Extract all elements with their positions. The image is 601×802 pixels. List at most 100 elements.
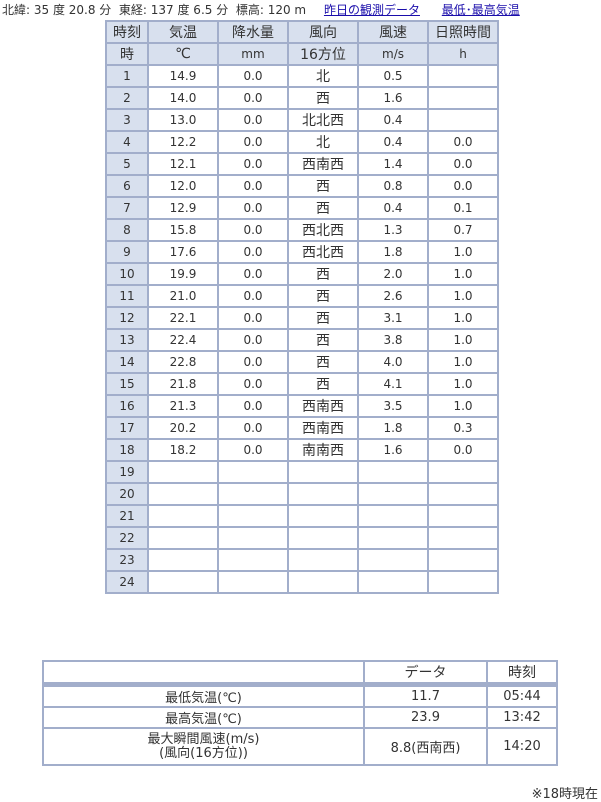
cell-precipitation <box>217 482 289 506</box>
cell-wind-direction: 南南西 <box>287 438 359 462</box>
min-max-temp-link[interactable]: 最低･最高気温 <box>441 3 520 17</box>
cell-wind-speed: 3.8 <box>357 328 429 352</box>
cell-precipitation: 0.0 <box>217 328 289 352</box>
cell-sunshine: 1.0 <box>427 394 499 418</box>
cell-wind-speed: 1.4 <box>357 152 429 176</box>
cell-temperature: 21.8 <box>147 372 219 396</box>
cell-wind-speed: 0.4 <box>357 108 429 132</box>
cell-wind-speed <box>357 548 429 572</box>
cell-sunshine <box>427 570 499 594</box>
cell-wind-speed: 3.1 <box>357 306 429 330</box>
cell-wind-speed: 2.6 <box>357 284 429 308</box>
cell-wind-direction: 西 <box>287 306 359 330</box>
summary-label-line2: (風向(16方位)) <box>159 745 248 761</box>
cell-precipitation: 0.0 <box>217 218 289 242</box>
cell-hour: 10 <box>105 262 149 286</box>
summary-time: 13:42 <box>486 706 558 729</box>
cell-hour: 17 <box>105 416 149 440</box>
cell-precipitation <box>217 504 289 528</box>
cell-temperature: 22.8 <box>147 350 219 374</box>
cell-hour: 21 <box>105 504 149 528</box>
cell-temperature: 12.0 <box>147 174 219 198</box>
summary-label-line: 最高気温(℃) <box>165 712 242 727</box>
cell-temperature: 22.1 <box>147 306 219 330</box>
summary-label: 最大瞬間風速(m/s) (風向(16方位)) <box>42 727 365 766</box>
header-wind-speed: 風速 <box>357 20 429 44</box>
cell-temperature: 14.9 <box>147 64 219 88</box>
unit-wind-direction: 16方位 <box>287 42 359 66</box>
summary-row: 最高気温(℃) 23.9 13:42 <box>42 706 558 729</box>
cell-hour: 20 <box>105 482 149 506</box>
table-row: 13 22.4 0.0 西 3.8 1.0 <box>105 328 499 352</box>
cell-hour: 4 <box>105 130 149 154</box>
table-row: 1 14.9 0.0 北 0.5 <box>105 64 499 88</box>
cell-precipitation: 0.0 <box>217 64 289 88</box>
cell-wind-speed <box>357 460 429 484</box>
cell-sunshine <box>427 526 499 550</box>
cell-wind-direction: 北 <box>287 130 359 154</box>
cell-sunshine <box>427 482 499 506</box>
table-row: 17 20.2 0.0 西南西 1.8 0.3 <box>105 416 499 440</box>
cell-wind-speed: 1.6 <box>357 86 429 110</box>
cell-temperature <box>147 460 219 484</box>
cell-sunshine <box>427 108 499 132</box>
table-row: 20 <box>105 482 499 506</box>
cell-precipitation: 0.0 <box>217 240 289 264</box>
cell-temperature <box>147 504 219 528</box>
cell-wind-direction: 西 <box>287 86 359 110</box>
cell-wind-direction: 西南西 <box>287 152 359 176</box>
cell-sunshine: 0.1 <box>427 196 499 220</box>
cell-temperature: 15.8 <box>147 218 219 242</box>
table-row: 5 12.1 0.0 西南西 1.4 0.0 <box>105 152 499 176</box>
cell-hour: 15 <box>105 372 149 396</box>
cell-wind-speed: 2.0 <box>357 262 429 286</box>
header-sunshine: 日照時間 <box>427 20 499 44</box>
coordinates-text: 北緯: 35 度 20.8 分 東経: 137 度 6.5 分 標高: 120 … <box>2 3 307 17</box>
cell-wind-speed <box>357 526 429 550</box>
table-row: 15 21.8 0.0 西 4.1 1.0 <box>105 372 499 396</box>
cell-wind-direction: 西南西 <box>287 416 359 440</box>
cell-wind-direction <box>287 526 359 550</box>
cell-precipitation: 0.0 <box>217 174 289 198</box>
unit-temperature: ℃ <box>147 42 219 66</box>
yesterday-data-link[interactable]: 昨日の観測データ <box>323 3 420 17</box>
cell-precipitation: 0.0 <box>217 262 289 286</box>
cell-precipitation <box>217 548 289 572</box>
summary-time: 14:20 <box>486 727 558 766</box>
header-row: 時刻 気温 降水量 風向 風速 日照時間 <box>105 20 499 44</box>
cell-sunshine <box>427 86 499 110</box>
cell-temperature: 22.4 <box>147 328 219 352</box>
table-row: 4 12.2 0.0 北 0.4 0.0 <box>105 130 499 154</box>
table-row: 6 12.0 0.0 西 0.8 0.0 <box>105 174 499 198</box>
cell-hour: 14 <box>105 350 149 374</box>
cell-hour: 9 <box>105 240 149 264</box>
cell-precipitation <box>217 460 289 484</box>
cell-wind-direction <box>287 504 359 528</box>
cell-wind-speed: 0.4 <box>357 130 429 154</box>
location-info: 北緯: 35 度 20.8 分 東経: 137 度 6.5 分 標高: 120 … <box>2 1 520 18</box>
cell-temperature: 18.2 <box>147 438 219 462</box>
cell-precipitation: 0.0 <box>217 152 289 176</box>
cell-temperature: 13.0 <box>147 108 219 132</box>
cell-temperature <box>147 548 219 572</box>
cell-precipitation: 0.0 <box>217 86 289 110</box>
cell-sunshine <box>427 64 499 88</box>
cell-temperature: 21.3 <box>147 394 219 418</box>
table-row: 11 21.0 0.0 西 2.6 1.0 <box>105 284 499 308</box>
cell-wind-speed: 0.4 <box>357 196 429 220</box>
cell-precipitation: 0.0 <box>217 196 289 220</box>
cell-sunshine: 0.3 <box>427 416 499 440</box>
cell-wind-speed: 1.6 <box>357 438 429 462</box>
summary-label-line: 最低気温(℃) <box>165 691 242 706</box>
cell-wind-speed: 1.8 <box>357 416 429 440</box>
unit-precipitation: mm <box>217 42 289 66</box>
table-row: 7 12.9 0.0 西 0.4 0.1 <box>105 196 499 220</box>
table-row: 14 22.8 0.0 西 4.0 1.0 <box>105 350 499 374</box>
cell-wind-direction <box>287 482 359 506</box>
table-row: 2 14.0 0.0 西 1.6 <box>105 86 499 110</box>
cell-precipitation: 0.0 <box>217 372 289 396</box>
cell-hour: 16 <box>105 394 149 418</box>
cell-hour: 8 <box>105 218 149 242</box>
cell-precipitation <box>217 570 289 594</box>
table-row: 18 18.2 0.0 南南西 1.6 0.0 <box>105 438 499 462</box>
